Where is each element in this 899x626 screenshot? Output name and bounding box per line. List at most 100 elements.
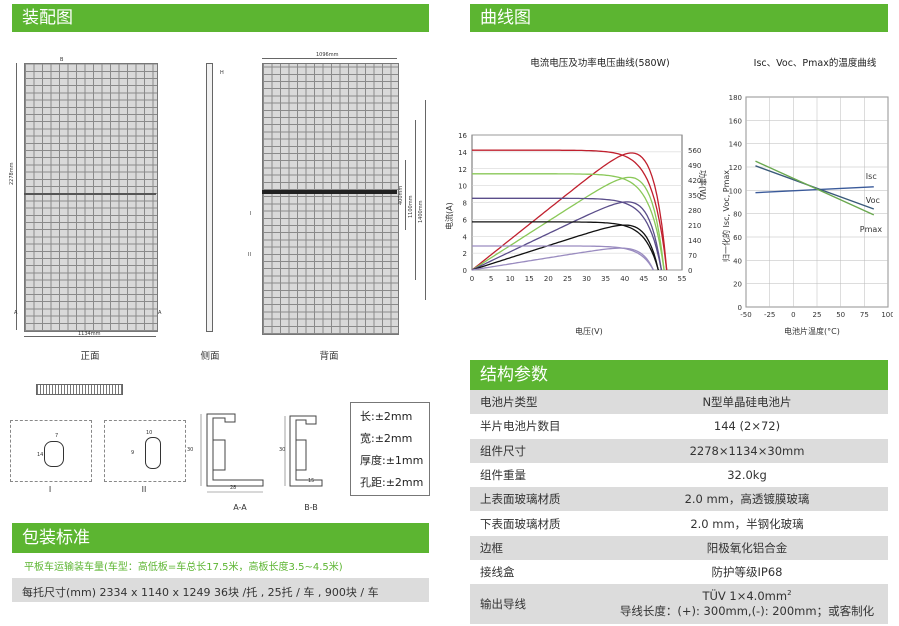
iv-xtick-label: 45	[639, 275, 648, 283]
iv-current-curve	[472, 221, 659, 271]
dim-a-right: A	[158, 310, 162, 316]
spec-row: 上表面玻璃材质 2.0 mm，高透镀膜玻璃	[470, 487, 888, 512]
back-panel-junction-bar	[262, 190, 397, 194]
spec-row-cable: 输出导线 TÜV 1×4.0mm2 导线长度：(+): 300mm,(-): 2…	[470, 584, 888, 625]
temp-chart-title: Isc、Voc、Pmax的温度曲线	[753, 58, 877, 69]
dim-hole-line-400	[405, 160, 406, 230]
spec-row: 组件重量 32.0kg	[470, 463, 888, 487]
tc-ytick-label: 180	[729, 94, 742, 102]
spec-key: 组件重量	[480, 468, 526, 483]
detail-ii-hole	[145, 437, 161, 469]
iv-power-curve	[471, 152, 668, 271]
side-panel-drawing	[206, 63, 213, 332]
tc-xtick-label: 0	[791, 311, 795, 319]
tc-ytick-label: 20	[733, 281, 742, 289]
spec-row: 电池片类型 N型单晶硅电池片	[470, 390, 888, 415]
spec-key: 输出导线	[470, 584, 606, 625]
tolerance-box	[350, 402, 430, 496]
packing-truck-text: 平板车运输装车量(车型：高低板=车总长17.5米，高板长度3.5~4.5米)	[24, 562, 343, 573]
detail-i-label: I	[48, 485, 52, 494]
assembly-header: 装配图	[12, 4, 429, 32]
iv-y2tick-label: 0	[688, 267, 692, 275]
dim-width-front: 1134mm	[78, 331, 101, 337]
iv-ytick-label: 14	[458, 149, 467, 157]
side-view-label: 侧面	[200, 351, 220, 362]
dim-width-front-line	[24, 336, 156, 337]
iv-ytick-label: 6	[463, 216, 468, 224]
profile-aa-dim28: 28	[230, 485, 237, 491]
spec-key: 上表面玻璃材质	[470, 487, 606, 512]
dim-hole-line-1400	[425, 100, 426, 300]
iv-xlabel: 电压(V)	[575, 327, 603, 336]
packing-detail-row	[12, 578, 429, 602]
spec-value: 144 (2×72)	[713, 419, 781, 434]
profile-bb-label: B-B	[304, 503, 318, 512]
cable-length: 导线长度：(+): 300mm,(-): 200mm；或客制化	[619, 604, 875, 619]
tc-ytick-label: 100	[729, 187, 742, 195]
temp-chart: Isc Voc Pmax 0 20 40 60 80 100 120 140 160 180 -50 -2…	[729, 94, 893, 319]
profile-bb-drawing	[284, 415, 323, 487]
frame-profile-strip	[36, 384, 123, 395]
spec-value: 防护等级IP68	[711, 565, 783, 580]
iv-power-curve	[471, 224, 659, 271]
iv-y2tick-label: 420	[688, 177, 701, 185]
tc-xtick-label: -25	[764, 311, 775, 319]
spec-value: 32.0kg	[727, 468, 767, 483]
iv-ytick-label: 8	[463, 200, 467, 208]
temp-ylabel: 归一化的 Isc, Voc, Pmax	[722, 169, 731, 262]
spec-key: 组件尺寸	[470, 438, 606, 463]
profile-bb-dim15: 15	[308, 478, 315, 484]
detail-ii-label: II	[141, 485, 147, 494]
dim-a-left: A	[14, 310, 18, 316]
detail-i-dim7: 7	[55, 433, 59, 439]
spec-key: 下表面玻璃材质	[480, 516, 561, 531]
iv-y2tick-label: 70	[688, 252, 697, 260]
structure-header: 结构参数	[470, 360, 888, 390]
dim-h-label: H	[220, 70, 224, 76]
spec-row: 接线盒 防护等级IP68	[470, 560, 888, 584]
iv-y2tick-label: 490	[688, 162, 701, 170]
temp-xlabel: 电池片温度(°C)	[784, 327, 840, 336]
dim-length-label: 2278mm	[9, 162, 15, 185]
iv-xtick-label: 20	[544, 275, 553, 283]
iv-ytick-label: 0	[463, 267, 467, 275]
iv-xtick-label: 10	[506, 275, 515, 283]
tc-ytick-label: 40	[733, 257, 742, 265]
detail-ii-dim9: 9	[131, 450, 135, 456]
spec-value: 2.0 mm，半钢化玻璃	[690, 516, 804, 531]
iv-power-curve	[471, 247, 654, 271]
packing-header: 包装标准	[12, 523, 429, 553]
detail-ii-box	[104, 420, 186, 482]
dim-b-label: B	[60, 57, 64, 63]
iv-ylabel-right: 功率(W)	[698, 170, 707, 201]
spec-row: 半片电池片数目 144 (2×72)	[470, 414, 888, 438]
iv-ytick-label: 10	[458, 183, 467, 191]
tc-ytick-label: 60	[733, 234, 742, 242]
iv-ytick-label: 12	[458, 166, 467, 174]
iv-xtick-label: 50	[658, 275, 667, 283]
tc-xtick-label: 75	[860, 311, 869, 319]
tolerance-length: 长:±2mm	[360, 410, 413, 423]
spec-row: 边框 阳极氧化铝合金	[470, 535, 888, 561]
spec-key: 电池片类型	[470, 390, 606, 415]
tc-ytick-label: 120	[729, 164, 742, 172]
tc-line	[755, 160, 875, 216]
tc-xtick-label: 100	[881, 311, 893, 319]
iv-xtick-label: 55	[678, 275, 687, 283]
iv-power-curve	[471, 176, 665, 271]
cable-spec-sup: 2	[787, 589, 792, 598]
iv-y2tick-label: 280	[688, 207, 701, 215]
iv-ytick-label: 2	[463, 250, 467, 258]
spec-key: 边框	[470, 535, 606, 561]
profile-bb-dim30: 30	[279, 447, 286, 453]
tc-ytick-label: 0	[738, 304, 742, 312]
iv-power-curve	[471, 201, 663, 271]
dim-hole-line-1100	[415, 120, 416, 280]
cable-spec: TÜV 1×4.0mm	[702, 589, 788, 604]
iv-xtick-label: 5	[489, 275, 493, 283]
tc-xtick-label: 25	[813, 311, 822, 319]
tc-series-label: Voc	[866, 196, 880, 205]
iv-chart-title: 电流电压及功率电压曲线(580W)	[530, 58, 670, 69]
iv-xtick-label: 0	[470, 275, 474, 283]
